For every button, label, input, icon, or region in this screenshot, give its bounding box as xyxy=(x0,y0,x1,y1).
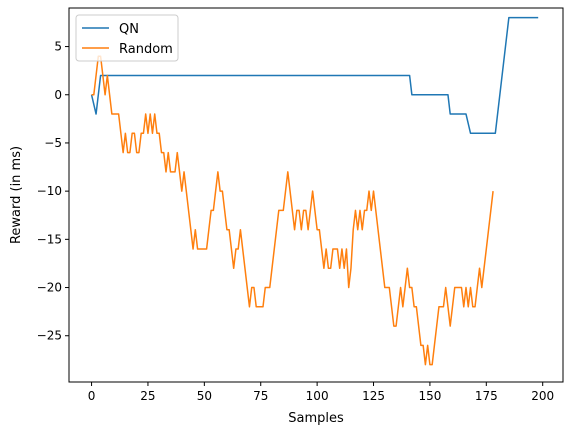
x-tick-label: 0 xyxy=(88,389,96,403)
series-group xyxy=(90,16,539,366)
x-tick-label: 150 xyxy=(418,389,441,403)
y-tick-label: 0 xyxy=(54,88,62,102)
y-axis: 5 0 −5 −10 −15 −20 −25 xyxy=(37,40,69,343)
y-axis-label: Reward (in ms) xyxy=(9,146,24,244)
x-tick-label: 75 xyxy=(253,389,268,403)
series-line-random xyxy=(91,55,494,366)
series-line-qn xyxy=(90,16,539,135)
x-tick-label: 125 xyxy=(362,389,385,403)
y-tick-label: −25 xyxy=(37,329,62,343)
y-tick-label: −5 xyxy=(44,136,62,150)
legend-box xyxy=(75,14,179,62)
x-tick-label: 200 xyxy=(531,389,554,403)
plot-area xyxy=(68,7,564,383)
y-tick-label: 5 xyxy=(54,40,62,54)
x-tick-label: 100 xyxy=(306,389,329,403)
y-tick-label: −15 xyxy=(37,232,62,246)
y-tick-label: −20 xyxy=(37,281,62,295)
x-axis: 0 25 50 75 100 125 150 175 200 xyxy=(88,382,554,403)
legend-label-qn: QN xyxy=(119,22,139,37)
x-tick-label: 25 xyxy=(140,389,155,403)
y-tick-label: −10 xyxy=(37,184,62,198)
axes-frame xyxy=(68,7,564,383)
x-axis-label: Samples xyxy=(288,411,344,426)
legend-label-random: Random xyxy=(119,42,173,57)
x-tick-label: 50 xyxy=(197,389,212,403)
x-tick-label: 175 xyxy=(475,389,498,403)
legend: QN Random xyxy=(75,14,179,62)
